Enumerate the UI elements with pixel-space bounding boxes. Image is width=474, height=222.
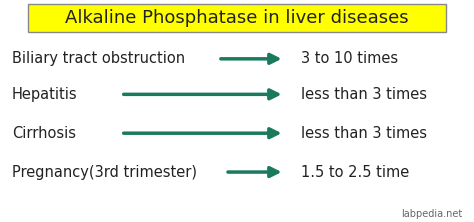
Text: Hepatitis: Hepatitis bbox=[12, 87, 77, 102]
Text: less than 3 times: less than 3 times bbox=[301, 87, 427, 102]
Text: Biliary tract obstruction: Biliary tract obstruction bbox=[12, 51, 185, 66]
Text: 1.5 to 2.5 time: 1.5 to 2.5 time bbox=[301, 165, 409, 180]
Text: labpedia.net: labpedia.net bbox=[401, 209, 462, 219]
Text: 3 to 10 times: 3 to 10 times bbox=[301, 51, 398, 66]
Text: Pregnancy(3rd trimester): Pregnancy(3rd trimester) bbox=[12, 165, 197, 180]
Text: Alkaline Phosphatase in liver diseases: Alkaline Phosphatase in liver diseases bbox=[65, 9, 409, 27]
Text: less than 3 times: less than 3 times bbox=[301, 126, 427, 141]
Text: Cirrhosis: Cirrhosis bbox=[12, 126, 76, 141]
FancyBboxPatch shape bbox=[28, 4, 446, 32]
